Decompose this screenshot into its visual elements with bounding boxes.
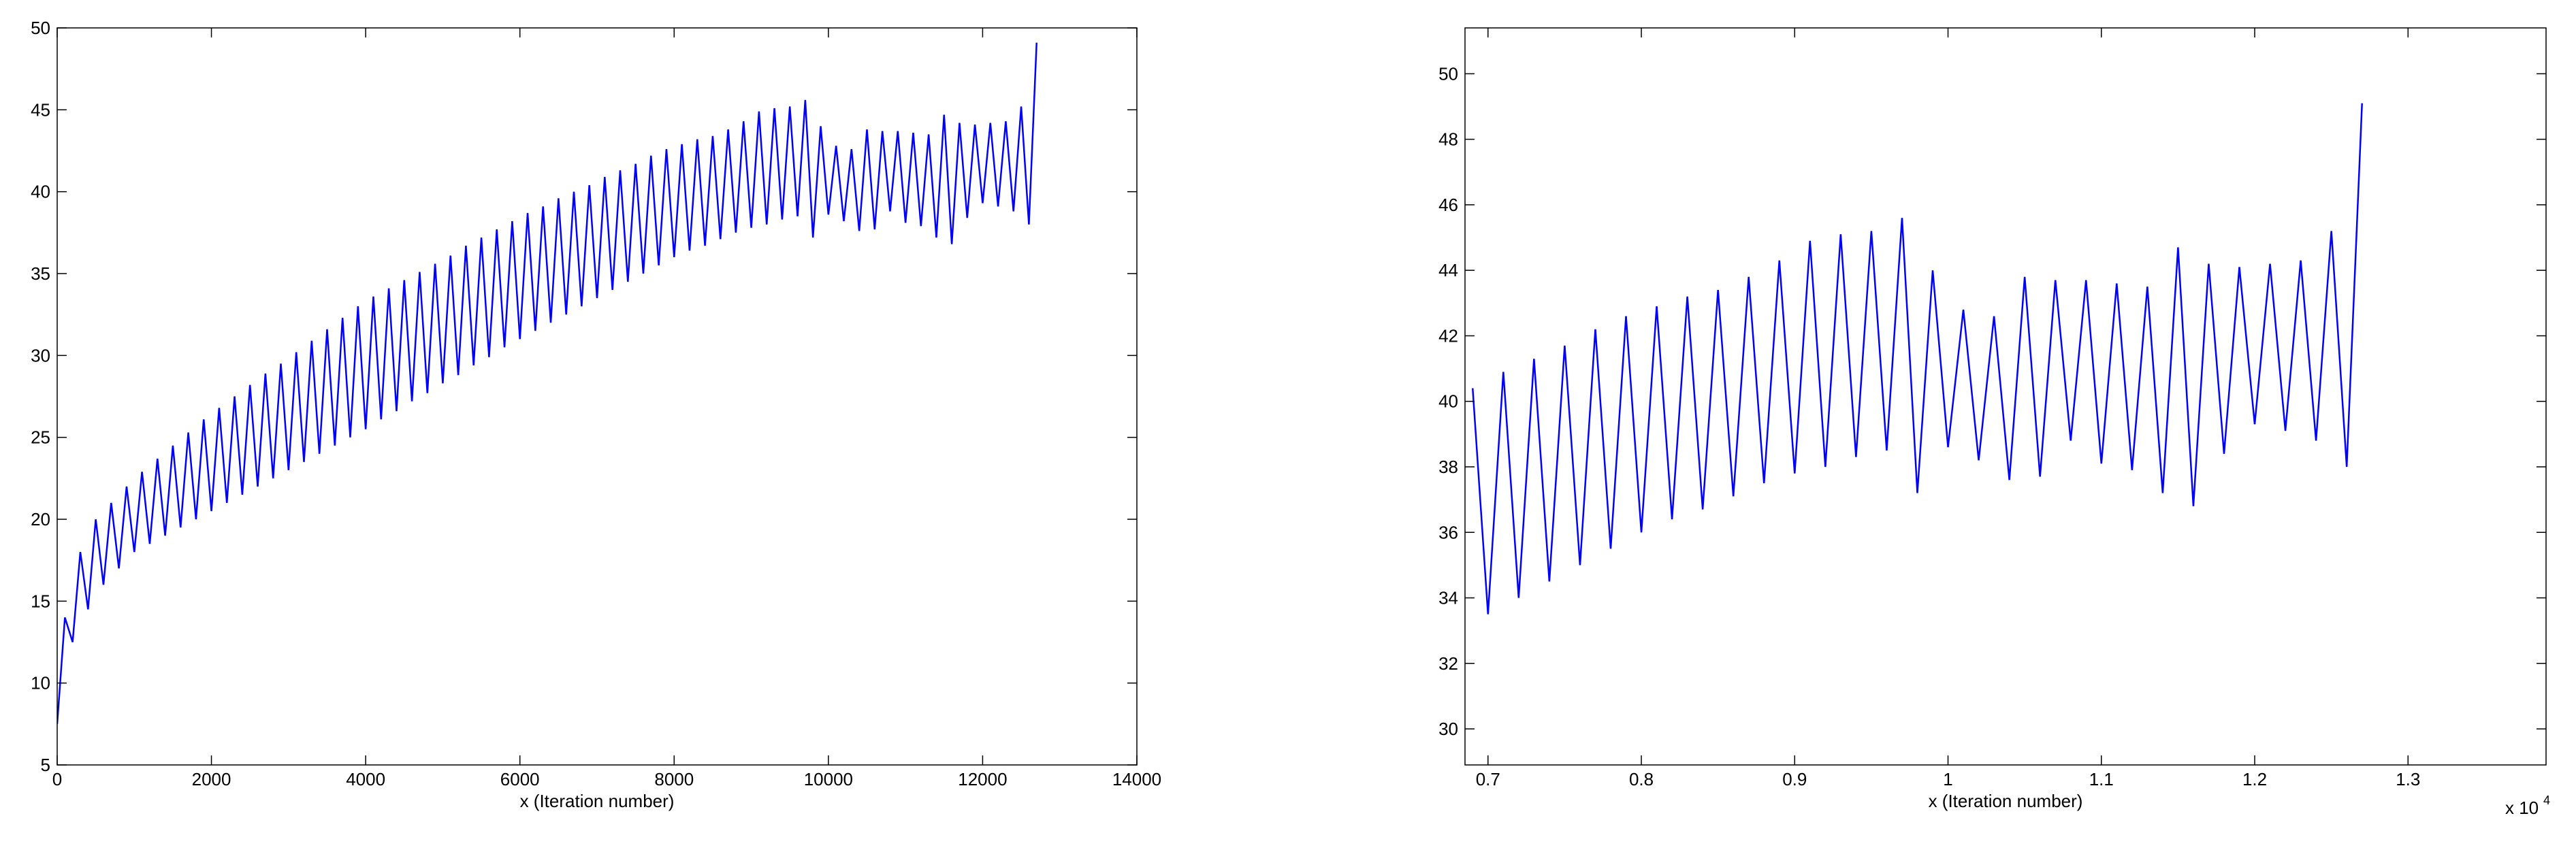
y-tick-label: 46 <box>1438 195 1458 215</box>
y-tick-label: 20 <box>31 509 50 529</box>
x-tick-label: 6000 <box>500 769 540 789</box>
x-tick-label: 0 <box>52 769 62 789</box>
y-tick-label: 44 <box>1438 260 1458 280</box>
y-tick-label: 36 <box>1438 522 1458 542</box>
y-tick-label: 45 <box>31 99 50 120</box>
x-tick-label: 0.7 <box>1476 769 1500 789</box>
axes-box <box>1464 27 2547 766</box>
axes-box <box>57 27 1138 766</box>
y-tick-label: 30 <box>31 345 50 365</box>
y-tick-label: 50 <box>1438 63 1458 84</box>
x-multiplier-exponent: 4 <box>2543 794 2550 807</box>
x-axis-label: x (Iteration number) <box>1929 791 2083 811</box>
y-tick-label: 40 <box>31 182 50 202</box>
x-tick-label: 8000 <box>654 769 694 789</box>
y-tick-label: 42 <box>1438 325 1458 346</box>
x-tick-label: 1.1 <box>2089 769 2114 789</box>
y-tick-label: 5 <box>41 755 50 775</box>
y-tick-label: 50 <box>31 18 50 38</box>
x-tick-label: 1.2 <box>2242 769 2267 789</box>
x-tick-label: 14000 <box>1112 769 1161 789</box>
x-axis-label: x (Iteration number) <box>520 791 675 811</box>
x-tick-label: 10000 <box>804 769 853 789</box>
y-tick-label: 34 <box>1438 588 1458 608</box>
y-tick-label: 48 <box>1438 129 1458 150</box>
data-line <box>1472 103 2363 615</box>
x-tick-label: 0.9 <box>1782 769 1807 789</box>
x-multiplier: x 10 <box>2505 798 2539 818</box>
y-tick-label: 15 <box>31 591 50 611</box>
x-tick-label: 12000 <box>958 769 1007 789</box>
x-tick-label: 4000 <box>346 769 385 789</box>
x-tick-label: 1.3 <box>2396 769 2420 789</box>
y-tick-label: 35 <box>31 263 50 284</box>
y-tick-label: 30 <box>1438 719 1458 739</box>
y-tick-label: 38 <box>1438 457 1458 477</box>
x-tick-label: 1 <box>1943 769 1952 789</box>
y-tick-label: 10 <box>31 673 50 693</box>
data-line <box>57 42 1037 724</box>
y-tick-label: 25 <box>31 427 50 448</box>
y-tick-label: 40 <box>1438 391 1458 412</box>
y-tick-label: 32 <box>1438 653 1458 674</box>
x-tick-label: 0.8 <box>1629 769 1654 789</box>
x-tick-label: 2000 <box>192 769 231 789</box>
